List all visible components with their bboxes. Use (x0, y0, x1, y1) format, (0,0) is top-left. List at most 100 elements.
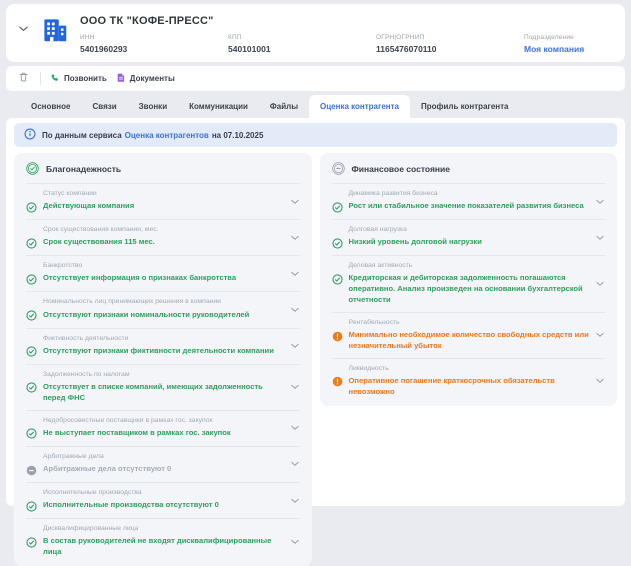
assessment-item-value: Отсутствуют признаки фиктивности деятель… (43, 345, 274, 355)
assessment-item[interactable]: Арбитражные дела Арбитражные дела отсутст… (26, 447, 300, 483)
chevron-down-icon[interactable] (290, 235, 299, 240)
field-value: 540101001 (228, 43, 271, 54)
assessment-item[interactable]: Рентабельность Минимально необходимое кол… (331, 313, 605, 359)
panel-header: Финансовое состояние (331, 162, 605, 184)
info-icon (24, 128, 36, 142)
collapse-chevron-icon[interactable] (16, 12, 34, 56)
tab-calls[interactable]: Звонки (138, 102, 168, 111)
company-field-inn: ИНН 5401960293 (80, 34, 228, 54)
assessment-item-value: Минимально необходимое количество свобод… (348, 330, 589, 350)
tab-communications[interactable]: Коммуникации (189, 102, 248, 111)
assessment-item-value: Отсутствует информация о признаках банкр… (43, 273, 237, 283)
assessment-item-value-row: Отсутствует информация о признаках банкр… (26, 273, 284, 285)
assessment-item-label: Статус компании (43, 190, 97, 197)
building-icon (40, 15, 70, 56)
banner-suffix: на 07.10.2025 (211, 130, 264, 140)
tab-relations[interactable]: Связи (92, 102, 117, 111)
company-fields: ИНН 5401960293 КПП 540101001 ОГРН|ОГРНИП 1165… (80, 34, 615, 54)
assessment-item-value: Не выступает поставщиком в рамках гос. з… (43, 427, 231, 437)
panel-financial-state: Финансовое состояние Динамика развития би… (319, 153, 617, 406)
assessment-item-value: Исполнительные производства отсутствуют … (43, 500, 219, 510)
assessment-item[interactable]: Дисквалифицированные лица В состав руково… (26, 519, 300, 564)
assessment-item[interactable]: Недобросовестные поставщики в рамках гос… (26, 411, 300, 447)
minus-circle-icon (26, 465, 37, 476)
check-circle-icon (26, 346, 37, 357)
chevron-down-icon[interactable] (596, 235, 604, 240)
chevron-down-icon[interactable] (290, 426, 299, 431)
chevron-down-icon[interactable] (596, 379, 604, 384)
assessment-item[interactable]: Исполнительные производства Исполнительны… (26, 483, 300, 520)
assessment-item-label: Арбитражные дела (43, 452, 104, 460)
chevron-down-icon[interactable] (596, 199, 604, 204)
check-circle-icon (331, 274, 343, 285)
assessment-item-value-row: Низкий уровень долговой нагрузки (331, 237, 590, 249)
crm-company-page: { "header": { "company_name": "ООО ТК \"… (6, 4, 625, 556)
assessment-service-link[interactable]: Оценка контрагентов (124, 130, 209, 140)
assessment-item[interactable]: Ликвидность Оперативное погашение краткос… (332, 359, 606, 404)
assessment-item-value: Арбитражные дела отсутствуют 0 (43, 464, 172, 473)
toolbar-divider (40, 72, 41, 85)
tab-files[interactable]: Файлы (269, 102, 299, 111)
tab-main[interactable]: Основное (31, 102, 71, 111)
assessment-item-label: Срок существования компании, мес. (43, 226, 159, 234)
assessment-item[interactable]: Долговая нагрузка Низкий уровень долговой… (331, 220, 605, 257)
assessment-item-value-row: Минимально необходимое количество свобод… (332, 330, 590, 351)
assessment-item-label: Долговая нагрузка (348, 226, 407, 234)
company-field-division: Подразделение Моя компания (524, 34, 584, 54)
tab-profile[interactable]: Профиль контрагента (420, 102, 509, 111)
chevron-down-icon[interactable] (290, 385, 299, 390)
assessment-item-value: Низкий уровень долговой нагрузки (348, 237, 482, 247)
documents-button[interactable]: Документы (116, 72, 175, 85)
chevron-down-icon[interactable] (290, 199, 299, 204)
phone-icon (50, 73, 60, 85)
assessment-item-value: Кредиторская и дебиторская задолженность… (348, 273, 583, 304)
field-label: ИНН (80, 34, 95, 41)
field-label: ОГРН|ОГРНИП (376, 34, 425, 41)
field-label: Подразделение (524, 34, 574, 41)
chevron-down-icon[interactable] (290, 271, 299, 276)
assessment-item[interactable]: Задолженность по налогам Отсутствует в сп… (26, 365, 300, 411)
assessment-item[interactable]: Динамика развития бизнеса Рост или стабил… (331, 184, 605, 221)
assessment-item-label: Банкротство (43, 262, 83, 270)
assessment-item[interactable]: Фиктивность деятельности Отсутствуют приз… (26, 329, 300, 365)
chevron-down-icon[interactable] (596, 333, 604, 338)
assessment-item[interactable]: Срок существования компании, мес. Срок су… (26, 220, 300, 257)
assessment-item-value-row: Кредиторская и дебиторская задолженность… (331, 273, 590, 305)
chevron-down-icon[interactable] (290, 462, 299, 467)
panel-header: Благонадежность (26, 162, 300, 184)
check-circle-icon (26, 274, 37, 285)
assessment-item-label: Динамика развития бизнеса (348, 190, 438, 197)
assessment-item-value: Рост или стабильное значение показателей… (348, 201, 584, 211)
chevron-down-icon[interactable] (290, 344, 299, 349)
call-button[interactable]: Позвонить (50, 73, 107, 85)
documents-button-label: Документы (129, 74, 175, 83)
chevron-down-icon[interactable] (290, 498, 299, 503)
assessment-item[interactable]: Деловая активность Кредиторская и дебитор… (331, 256, 605, 313)
info-banner: По данным сервиса Оценка контрагентов на 0… (14, 123, 617, 147)
check-circle-icon (331, 202, 343, 213)
company-field-ogrn: ОГРН|ОГРНИП 1165476070110 (376, 34, 524, 54)
assessment-item-value-row: Не выступает поставщиком в рамках гос. з… (26, 428, 284, 440)
assessment-item-label: Рентабельность (348, 318, 400, 326)
delete-button[interactable] (16, 68, 31, 90)
chevron-down-icon[interactable] (596, 281, 604, 287)
tab-assessment[interactable]: Оценка контрагента (309, 95, 410, 118)
assessment-item-value-row: Отсутствуют признаки номинальности руков… (26, 310, 284, 322)
assessment-item-value: Отсутствует в списке компаний, имеющих з… (43, 381, 263, 402)
assessment-item-label: Исполнительные производства (43, 489, 142, 496)
warning-circle-icon (332, 376, 343, 387)
chevron-down-icon[interactable] (290, 307, 299, 313)
toolbar: Позвонить Документы (6, 66, 625, 91)
assessment-item[interactable]: Банкротство Отсутствует информация о приз… (26, 256, 300, 293)
assessment-item-value-row: Отсутствует в списке компаний, имеющих з… (26, 382, 284, 403)
assessment-item-label: Недобросовестные поставщики в рамках гос… (43, 416, 213, 424)
assessment-item-value-row: Рост или стабильное значение показателей… (331, 201, 590, 213)
seal-check-icon (26, 162, 39, 175)
division-link[interactable]: Моя компания (524, 43, 585, 54)
assessment-item-value: Срок существования 115 мес. (43, 237, 155, 247)
assessment-item[interactable]: Статус компании Действующая компания (26, 184, 300, 221)
company-title: ООО ТК "КОФЕ-ПРЕСС" (80, 15, 214, 27)
chevron-down-icon[interactable] (290, 539, 299, 544)
assessment-item-value-row: Срок существования 115 мес. (26, 237, 284, 249)
assessment-item[interactable]: Номинальность лиц принимающих решения в … (26, 292, 300, 329)
